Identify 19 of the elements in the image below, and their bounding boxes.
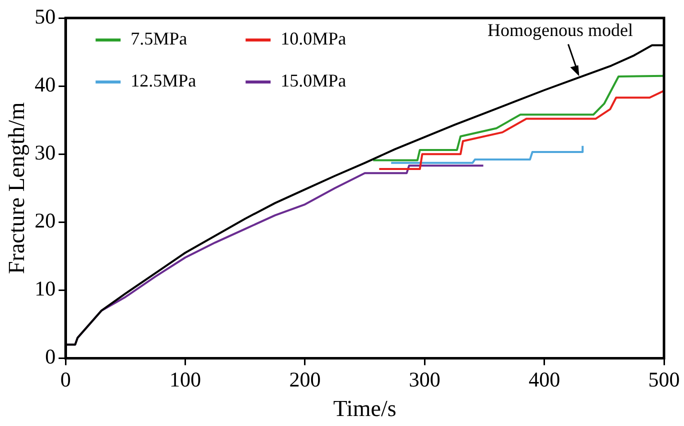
annotation: Homogenous model — [487, 20, 633, 40]
y-tick-label: 10 — [34, 276, 56, 301]
x-tick-label: 300 — [408, 367, 440, 392]
y-tick-label: 40 — [34, 72, 56, 97]
y-axis-title: Fracture Length/m — [4, 102, 29, 274]
y-tick-label: 0 — [45, 344, 56, 369]
x-tick-label: 500 — [648, 367, 680, 392]
y-tick-label: 50 — [34, 4, 56, 29]
x-axis-title: Time/s — [333, 396, 396, 422]
x-tick-label: 100 — [170, 367, 202, 392]
legend-label: 15.0MPa — [280, 70, 346, 91]
x-tick-label: 0 — [60, 367, 71, 392]
y-tick-label: 20 — [34, 208, 56, 233]
legend-label: 12.5MPa — [130, 70, 196, 91]
y-tick-label: 30 — [34, 140, 56, 165]
x-tick-label: 400 — [528, 367, 560, 392]
x-tick-label: 200 — [289, 367, 321, 392]
legend-label: 10.0MPa — [280, 28, 346, 49]
legend-label: 7.5MPa — [130, 28, 188, 49]
